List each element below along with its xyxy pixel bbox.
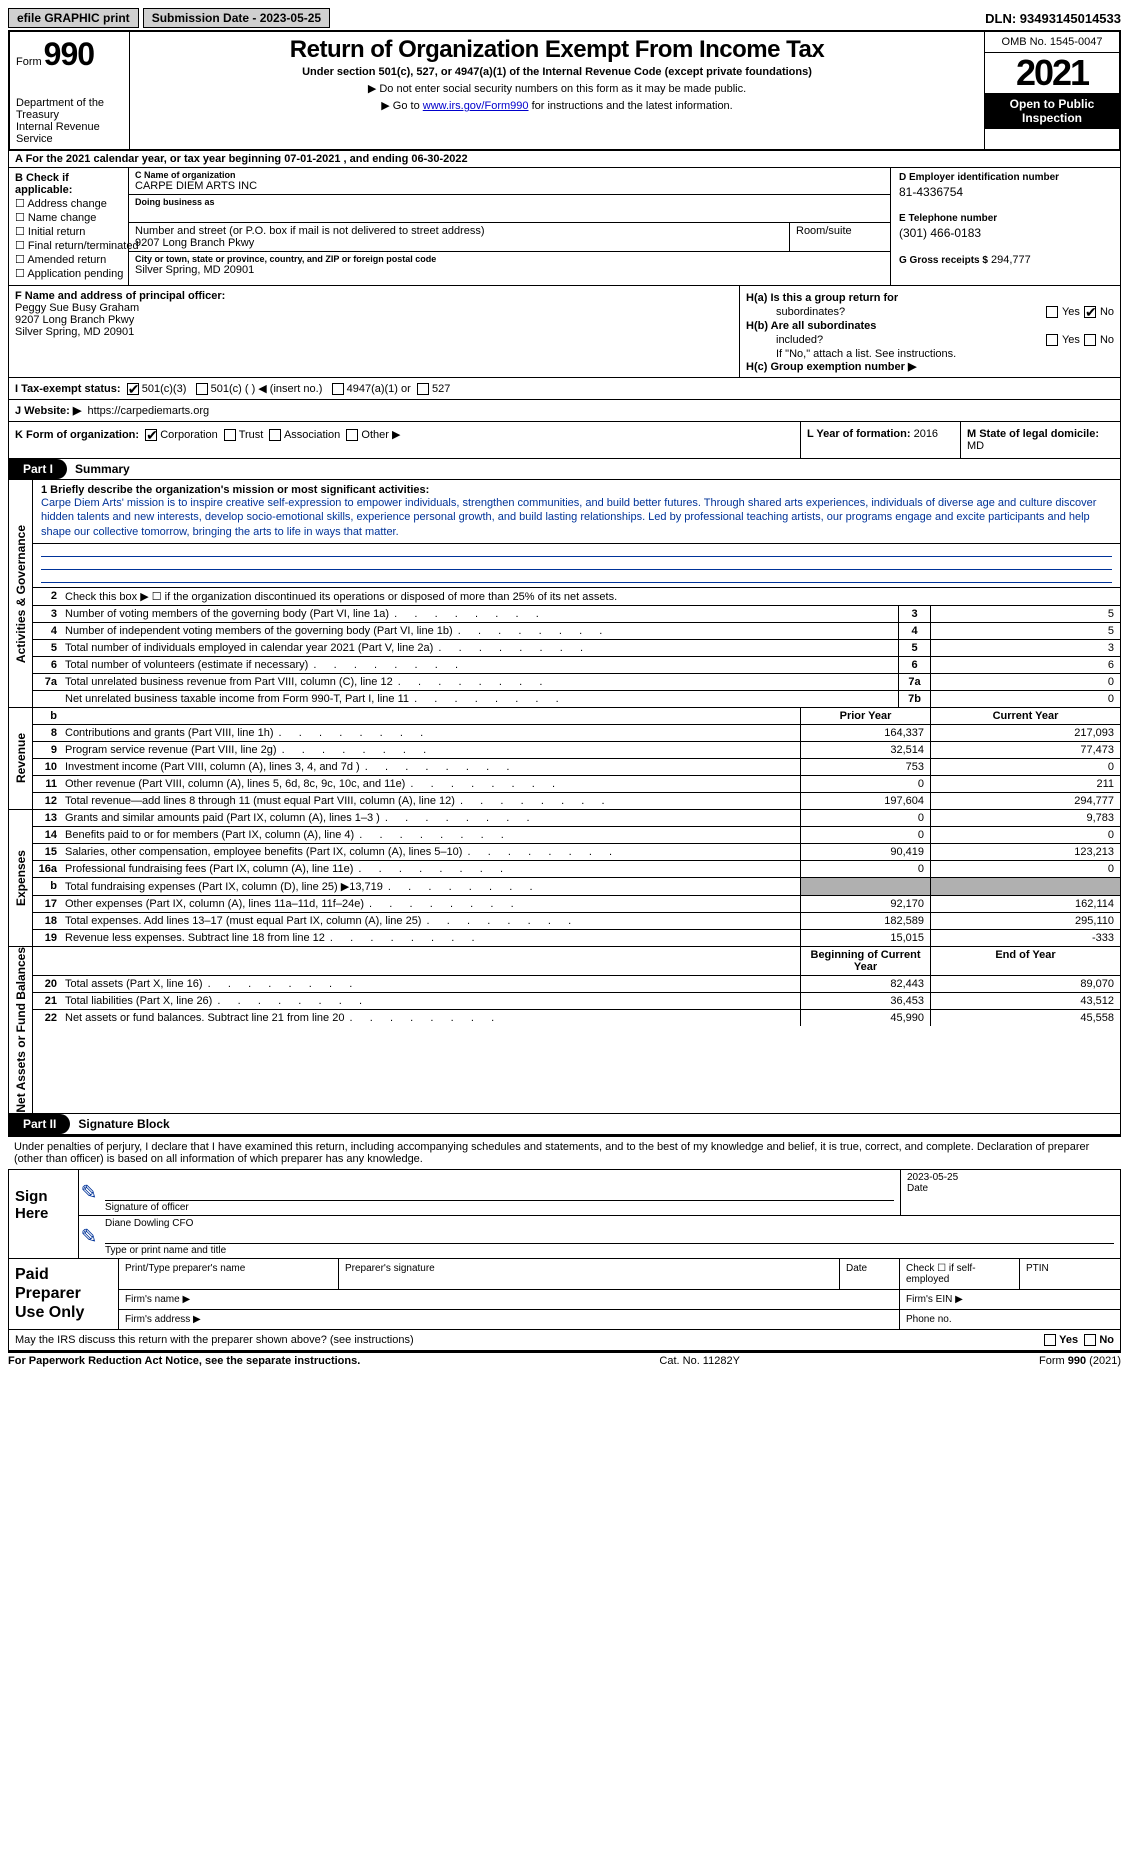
omb-number: OMB No. 1545-0047	[985, 32, 1119, 53]
chk-amended-return[interactable]: ☐ Amended return	[15, 253, 122, 266]
data-line: 17Other expenses (Part IX, column (A), l…	[33, 896, 1120, 913]
subtitle-section: Under section 501(c), 527, or 4947(a)(1)…	[136, 66, 978, 78]
form-header: Form 990 Department of the Treasury Inte…	[8, 30, 1121, 151]
efile-button[interactable]: efile GRAPHIC print	[8, 8, 139, 28]
paid-preparer-block: Paid Preparer Use Only Print/Type prepar…	[8, 1259, 1121, 1330]
officer-cell: F Name and address of principal officer:…	[9, 286, 740, 377]
tax-501c[interactable]	[196, 383, 208, 395]
form-number: Form 990	[16, 36, 123, 73]
gov-line: 5Total number of individuals employed in…	[33, 640, 1120, 657]
gov-line: 6Total number of volunteers (estimate if…	[33, 657, 1120, 674]
data-line: 8Contributions and grants (Part VIII, li…	[33, 725, 1120, 742]
ha-yes[interactable]	[1046, 306, 1058, 318]
chk-final-return[interactable]: ☐ Final return/terminated	[15, 239, 122, 252]
info-grid: B Check if applicable: ☐ Address change …	[8, 168, 1121, 286]
mission-text: Carpe Diem Arts' mission is to inspire c…	[41, 496, 1112, 539]
box-h: H(a) Is this a group return for subordin…	[740, 286, 1120, 377]
row-j: J Website: ▶ https://carpediemarts.org	[8, 400, 1121, 422]
gov-line: 4Number of independent voting members of…	[33, 623, 1120, 640]
data-line: 10Investment income (Part VIII, column (…	[33, 759, 1120, 776]
discuss-yes[interactable]	[1044, 1334, 1056, 1346]
tax-year-line: A For the 2021 calendar year, or tax yea…	[8, 151, 1121, 168]
vtab-net: Net Assets or Fund Balances	[14, 947, 28, 1113]
revenue-section: Revenue b Prior Year Current Year 8Contr…	[8, 708, 1121, 810]
tax-year: 2021	[985, 53, 1119, 93]
data-line: 19Revenue less expenses. Subtract line 1…	[33, 930, 1120, 946]
begin-year-hdr: Beginning of Current Year	[800, 947, 930, 975]
data-line: 15Salaries, other compensation, employee…	[33, 844, 1120, 861]
current-year-hdr: Current Year	[930, 708, 1120, 724]
tax-501c3[interactable]	[127, 383, 139, 395]
data-line: 22Net assets or fund balances. Subtract …	[33, 1010, 1120, 1026]
sign-here-block: Sign Here ✎ Signature of officer 2023-05…	[8, 1169, 1121, 1259]
street-cell: Number and street (or P.O. box if mail i…	[129, 223, 790, 251]
vtab-expenses: Expenses	[14, 850, 28, 906]
pen-icon: ✎	[79, 1216, 99, 1258]
data-line: bTotal fundraising expenses (Part IX, co…	[33, 878, 1120, 896]
row-k-l-m: K Form of organization: Corporation Trus…	[8, 422, 1121, 459]
data-line: 18Total expenses. Add lines 13–17 (must …	[33, 913, 1120, 930]
chk-initial-return[interactable]: ☐ Initial return	[15, 225, 122, 238]
row-f-h: F Name and address of principal officer:…	[8, 286, 1121, 378]
org-name-cell: C Name of organization CARPE DIEM ARTS I…	[129, 168, 890, 195]
tel-cell: E Telephone number (301) 466-0183	[899, 213, 1112, 240]
goto-line: ▶ Go to www.irs.gov/Form990 for instruct…	[136, 99, 978, 112]
chk-address-change[interactable]: ☐ Address change	[15, 197, 122, 210]
irs-link[interactable]: www.irs.gov/Form990	[423, 100, 529, 112]
dba-cell: Doing business as	[129, 195, 890, 223]
submission-date: Submission Date - 2023-05-25	[143, 8, 330, 28]
expenses-section: Expenses 13Grants and similar amounts pa…	[8, 810, 1121, 947]
gross-cell: G Gross receipts $ 294,777	[899, 254, 1112, 266]
form-corp[interactable]	[145, 429, 157, 441]
gov-line: 7aTotal unrelated business revenue from …	[33, 674, 1120, 691]
discuss-row: May the IRS discuss this return with the…	[8, 1330, 1121, 1351]
vtab-activities: Activities & Governance	[14, 525, 28, 663]
open-public-badge: Open to Public Inspection	[985, 93, 1119, 129]
dln-number: DLN: 93493145014533	[985, 11, 1121, 26]
top-bar: efile GRAPHIC print Submission Date - 20…	[8, 8, 1121, 28]
part1-header: Part I Summary	[8, 459, 1121, 480]
form-other[interactable]	[346, 429, 358, 441]
chk-name-change[interactable]: ☐ Name change	[15, 211, 122, 224]
tax-527[interactable]	[417, 383, 429, 395]
end-year-hdr: End of Year	[930, 947, 1120, 975]
discuss-no[interactable]	[1084, 1334, 1096, 1346]
hb-no[interactable]	[1084, 334, 1096, 346]
room-cell: Room/suite	[790, 223, 890, 251]
prior-year-hdr: Prior Year	[800, 708, 930, 724]
pen-icon: ✎	[79, 1170, 99, 1215]
form-assoc[interactable]	[269, 429, 281, 441]
gov-line: 3Number of voting members of the governi…	[33, 606, 1120, 623]
hb-yes[interactable]	[1046, 334, 1058, 346]
data-line: 11Other revenue (Part VIII, column (A), …	[33, 776, 1120, 793]
box-b: B Check if applicable: ☐ Address change …	[9, 168, 129, 285]
data-line: 14Benefits paid to or for members (Part …	[33, 827, 1120, 844]
activities-section: Activities & Governance 1 Briefly descri…	[8, 480, 1121, 708]
form-trust[interactable]	[224, 429, 236, 441]
data-line: 16aProfessional fundraising fees (Part I…	[33, 861, 1120, 878]
data-line: 9Program service revenue (Part VIII, lin…	[33, 742, 1120, 759]
dept-treasury: Department of the Treasury	[16, 97, 123, 121]
ha-no[interactable]	[1084, 306, 1096, 318]
net-assets-section: Net Assets or Fund Balances Beginning of…	[8, 947, 1121, 1114]
form-title: Return of Organization Exempt From Incom…	[136, 36, 978, 64]
vtab-revenue: Revenue	[14, 733, 28, 783]
footer: For Paperwork Reduction Act Notice, see …	[8, 1351, 1121, 1369]
ein-cell: D Employer identification number 81-4336…	[899, 172, 1112, 199]
data-line: 13Grants and similar amounts paid (Part …	[33, 810, 1120, 827]
gov-line: 2Check this box ▶ ☐ if the organization …	[33, 588, 1120, 606]
gov-line: Net unrelated business taxable income fr…	[33, 691, 1120, 707]
website-url: https://carpediemarts.org	[87, 405, 209, 417]
tax-4947[interactable]	[332, 383, 344, 395]
data-line: 20Total assets (Part X, line 16)82,44389…	[33, 976, 1120, 993]
city-cell: City or town, state or province, country…	[129, 252, 890, 278]
irs-label: Internal Revenue Service	[16, 121, 123, 145]
row-i: I Tax-exempt status: 501(c)(3) 501(c) ( …	[8, 378, 1121, 400]
data-line: 12Total revenue—add lines 8 through 11 (…	[33, 793, 1120, 809]
chk-app-pending[interactable]: ☐ Application pending	[15, 267, 122, 280]
part2-header: Part II Signature Block	[8, 1114, 1121, 1135]
perjury-decl: Under penalties of perjury, I declare th…	[8, 1135, 1121, 1169]
data-line: 21Total liabilities (Part X, line 26)36,…	[33, 993, 1120, 1010]
ssn-warning: ▶ Do not enter social security numbers o…	[136, 82, 978, 95]
